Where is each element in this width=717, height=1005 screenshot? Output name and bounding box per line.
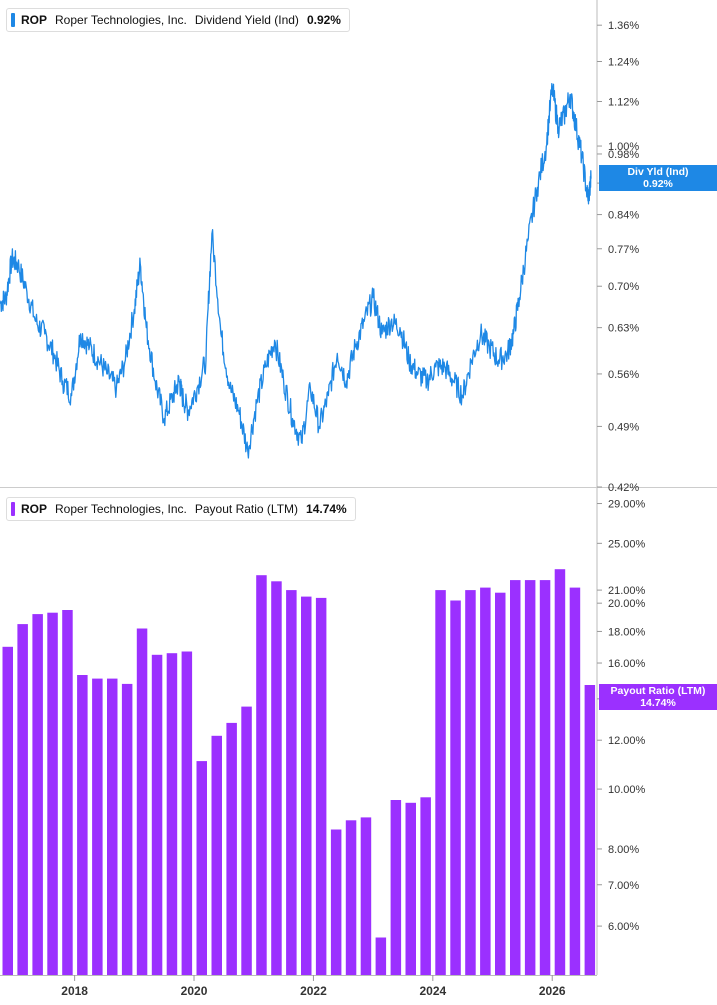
payout-ratio-bar <box>330 829 342 975</box>
legend-metric: Payout Ratio (LTM) <box>194 502 299 516</box>
y-tick-label: 25.00% <box>608 538 646 550</box>
payout-ratio-bar <box>196 761 207 975</box>
payout-ratio-bar <box>226 722 237 975</box>
current-value-flag-payout-ratio: Payout Ratio (LTM) 14.74% <box>599 684 717 710</box>
legend-company: Roper Technologies, Inc. <box>55 502 187 516</box>
payout-ratio-bar <box>360 817 372 975</box>
payout-ratio-bar <box>554 569 566 975</box>
y-tick-label: 6.00% <box>608 921 639 933</box>
y-tick-label: 1.36% <box>608 20 639 32</box>
y-tick-label: 0.49% <box>608 421 639 433</box>
legend-payout-ratio[interactable]: ROP Roper Technologies, Inc. Payout Rati… <box>6 497 356 521</box>
y-tick-label: 12.00% <box>608 735 646 747</box>
payout-ratio-bar <box>465 590 476 975</box>
payout-ratio-bar <box>375 937 387 975</box>
payout-ratio-bar <box>301 596 312 975</box>
payout-ratio-bar <box>166 653 178 975</box>
dividend-yield-plot <box>0 82 592 459</box>
payout-ratio-bar <box>77 675 88 975</box>
flag-label: Div Yld (Ind) <box>627 166 689 178</box>
payout-ratio-bar <box>256 575 267 975</box>
y-tick-label: 1.00% <box>608 141 639 153</box>
payout-ratio-plot <box>2 569 596 975</box>
y-tick-label: 21.00% <box>608 585 646 597</box>
y-tick-label: 7.00% <box>608 880 639 892</box>
y-tick-label: 20.00% <box>608 598 646 610</box>
flag-value: 14.74% <box>640 697 676 709</box>
payout-ratio-bar <box>32 614 43 975</box>
flag-value: 0.92% <box>643 178 673 190</box>
payout-ratio-bar <box>62 610 73 975</box>
payout-ratio-bar <box>211 735 222 975</box>
y-tick-label: 16.00% <box>608 658 646 670</box>
y-tick-label: 0.63% <box>608 323 639 335</box>
payout-ratio-bar <box>17 624 28 975</box>
legend-value: 0.92% <box>306 13 341 27</box>
payout-ratio-bar <box>569 587 581 975</box>
payout-ratio-bar <box>151 654 163 975</box>
legend-metric: Dividend Yield (Ind) <box>194 13 299 27</box>
y-tick-label: 18.00% <box>608 626 646 638</box>
payout-ratio-bar <box>107 678 118 975</box>
payout-ratio-bar <box>480 587 491 975</box>
flag-label: Payout Ratio (LTM) <box>610 685 706 697</box>
legend-ticker: ROP <box>21 502 48 516</box>
legend-dividend-yield[interactable]: ROP Roper Technologies, Inc. Dividend Yi… <box>6 8 350 32</box>
payout-ratio-bar <box>47 612 58 975</box>
legend-company: Roper Technologies, Inc. <box>55 13 187 27</box>
payout-ratio-bar <box>539 580 551 975</box>
y-tick-label: 0.77% <box>608 244 639 256</box>
dividend-yield-line <box>0 82 592 459</box>
payout-ratio-bar <box>136 628 148 975</box>
y-tick-label: 10.00% <box>608 784 646 796</box>
payout-ratio-bar <box>435 590 446 975</box>
payout-ratio-bar <box>524 580 536 975</box>
payout-ratio-bar <box>420 797 431 975</box>
payout-ratio-bar <box>584 685 596 975</box>
y-tick-label: 1.24% <box>608 56 639 68</box>
x-tick-label: 2024 <box>419 984 446 998</box>
payout-ratio-bar <box>2 646 13 975</box>
x-tick-label: 2022 <box>300 984 327 998</box>
y-tick-label: 0.56% <box>608 369 639 381</box>
payout-ratio-bar <box>405 802 416 975</box>
y-tick-label: 0.42% <box>608 482 639 494</box>
y-tick-label: 29.00% <box>608 499 646 511</box>
x-tick-label: 2020 <box>181 984 208 998</box>
legend-swatch-dividend-yield <box>11 13 15 27</box>
payout-ratio-bar <box>121 683 133 975</box>
payout-ratio-bar <box>286 590 297 975</box>
payout-ratio-bar <box>495 592 506 975</box>
payout-ratio-bar <box>271 581 282 975</box>
payout-ratio-bar <box>390 800 402 975</box>
legend-swatch-payout-ratio <box>11 502 15 516</box>
y-tick-label: 0.70% <box>608 281 639 293</box>
y-tick-label: 0.84% <box>608 210 639 222</box>
payout-ratio-bar <box>181 651 193 975</box>
payout-ratio-bar <box>315 597 327 975</box>
y-tick-label: 1.12% <box>608 96 639 108</box>
payout-ratio-bar <box>241 706 252 975</box>
x-tick-label: 2026 <box>539 984 566 998</box>
payout-ratio-bar <box>510 580 521 975</box>
legend-value: 14.74% <box>306 502 347 516</box>
payout-ratio-bar <box>450 600 461 975</box>
current-value-flag-dividend-yield: Div Yld (Ind) 0.92% <box>599 165 717 191</box>
x-tick-label: 2018 <box>61 984 88 998</box>
y-tick-label: 8.00% <box>608 844 639 856</box>
payout-ratio-bar <box>345 820 357 975</box>
legend-ticker: ROP <box>21 13 48 27</box>
payout-ratio-bar <box>92 678 103 975</box>
y-tick-label: 0.98% <box>608 149 639 161</box>
